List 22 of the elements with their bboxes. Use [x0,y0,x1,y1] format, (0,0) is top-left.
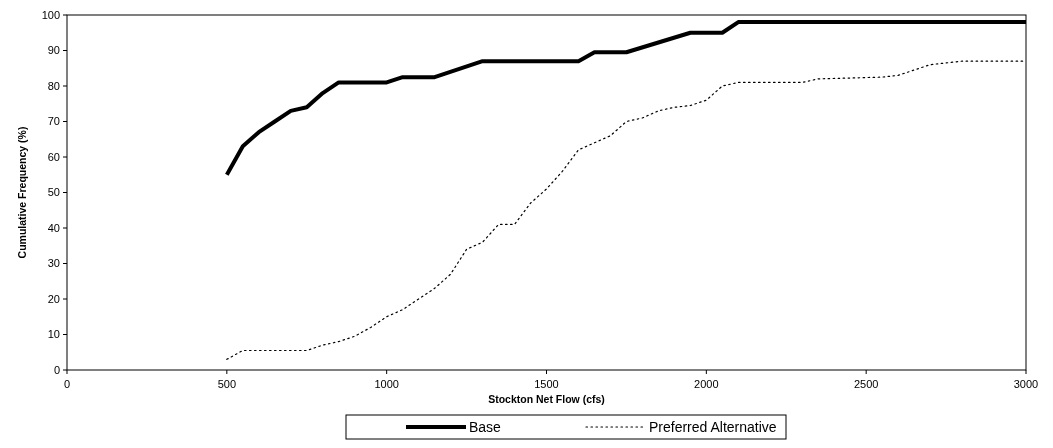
y-axis-title: Cumulative Frequency (%) [16,126,28,259]
x-tick-label: 1500 [534,378,559,390]
y-tick-label: 80 [47,79,60,92]
x-tick-label: 2000 [694,378,719,390]
y-tick-label: 50 [47,186,60,199]
x-tick-label: 1000 [374,378,399,390]
y-tick-label: 60 [47,150,60,163]
x-tick-label: 3000 [1013,378,1039,390]
y-tick-label: 40 [47,221,60,234]
y-tick-label: 10 [47,328,60,341]
y-tick-label: 0 [53,363,60,376]
y-tick-label: 70 [47,115,60,128]
y-tick-label: 100 [41,8,60,21]
x-tick-label: 0 [63,378,71,390]
y-tick-label: 20 [47,292,60,305]
x-tick-label: 500 [217,378,237,390]
legend-label: Preferred Alternative [649,418,777,435]
x-tick-label: 2500 [853,378,879,390]
y-tick-label: 90 [47,44,60,57]
legend-label: Base [469,418,502,435]
y-tick-label: 30 [47,257,60,270]
x-axis-title: Stockton Net Flow (cfs) [488,393,605,405]
